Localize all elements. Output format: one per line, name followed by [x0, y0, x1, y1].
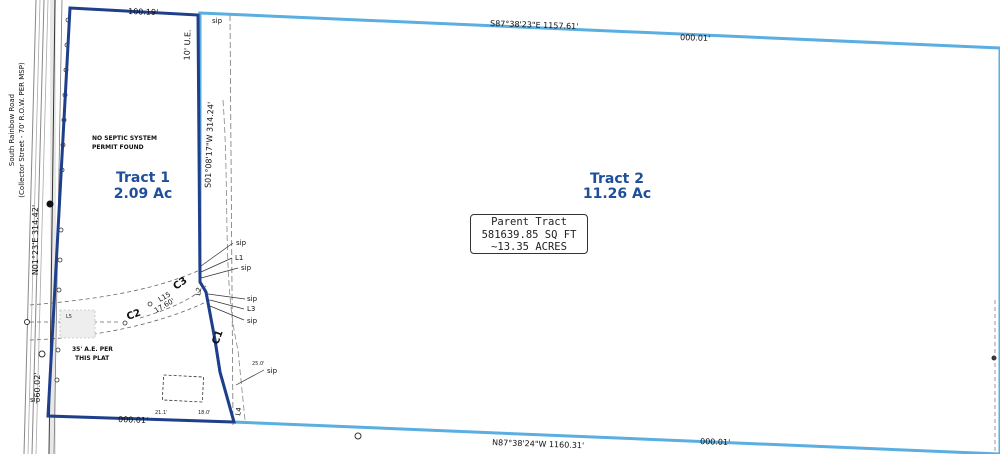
label-l5: L5 — [66, 314, 72, 320]
parent-tract-sqft: 581639.85 SQ FT — [481, 228, 577, 241]
bearing-west-line: N01°23'E 314.42' — [31, 205, 40, 275]
building-footprint — [161, 374, 205, 403]
label-l1: L1 — [235, 254, 243, 262]
bearing-west-short: 60.02' — [33, 372, 42, 397]
bearing-north-tract1: 100.19' — [128, 7, 158, 17]
label-utility-easement: 10' U.E. — [182, 29, 192, 60]
label-c1: C1 — [210, 329, 225, 346]
bearing-north-tract2: 000.01' — [680, 33, 710, 43]
label-sip-4: sip — [247, 317, 258, 325]
bearing-south-tract1: 000.01' — [118, 415, 148, 425]
parent-tract-box: Parent Tract 581639.85 SQ FT ~13.35 ACRE… — [470, 214, 588, 254]
label-sip-3: sip — [247, 295, 258, 303]
label-l3: L3 — [247, 305, 255, 313]
label-sip-1: sip — [236, 239, 247, 247]
label-sip-bottom: sip — [30, 396, 41, 404]
note-access-line1: 35' A.E. PER — [72, 346, 113, 353]
leader-lines — [200, 242, 265, 386]
monument-marker — [46, 200, 54, 208]
tract2-name: Tract 2 — [590, 171, 644, 187]
note-septic-line1: NO SEPTIC SYSTEM — [92, 135, 157, 142]
dim-3: 21.1' — [155, 410, 168, 416]
south-marker — [354, 432, 362, 440]
bearing-south-line: N87°38'24"W 1160.31' — [492, 438, 584, 450]
label-c2: C2 — [125, 308, 142, 323]
note-access-line2: THIS PLAT — [75, 355, 110, 362]
tract1-area: 2.09 Ac — [114, 186, 173, 202]
tract1-outline — [46, 6, 236, 424]
parent-tract-title: Parent Tract — [491, 216, 567, 228]
label-sip-top: sip — [212, 17, 223, 25]
tract1-name: Tract 1 — [116, 170, 170, 186]
bearing-south-tract2: 000.01' — [700, 437, 730, 447]
tract2-area: 11.26 Ac — [583, 186, 651, 202]
right-edge-marker — [991, 355, 997, 361]
dim-2: 25.0' — [252, 361, 265, 367]
label-sip-2: sip — [241, 264, 252, 272]
bearing-north-line: S87°38'23"E 1157.61' — [490, 19, 579, 31]
easement-box — [59, 309, 96, 339]
parent-tract-acres: ~13.35 ACRES — [491, 241, 567, 253]
road-name: South Rainbow Road — [8, 94, 16, 166]
dim-4: 18.0' — [198, 410, 211, 416]
utility-easement-line — [229, 14, 234, 426]
label-l2: L2 — [194, 287, 203, 297]
bearing-east-tract1: S01°08'17"W 314.24' — [204, 102, 216, 188]
label-l4: L4 — [234, 406, 243, 416]
label-c3: C3 — [171, 275, 189, 292]
road-classification: (Collector Street - 70' R.O.W. PER MSP) — [18, 62, 26, 198]
label-sip-5: sip — [267, 367, 278, 375]
tract2-outline — [198, 11, 1000, 454]
note-septic-line2: PERMIT FOUND — [92, 144, 144, 151]
